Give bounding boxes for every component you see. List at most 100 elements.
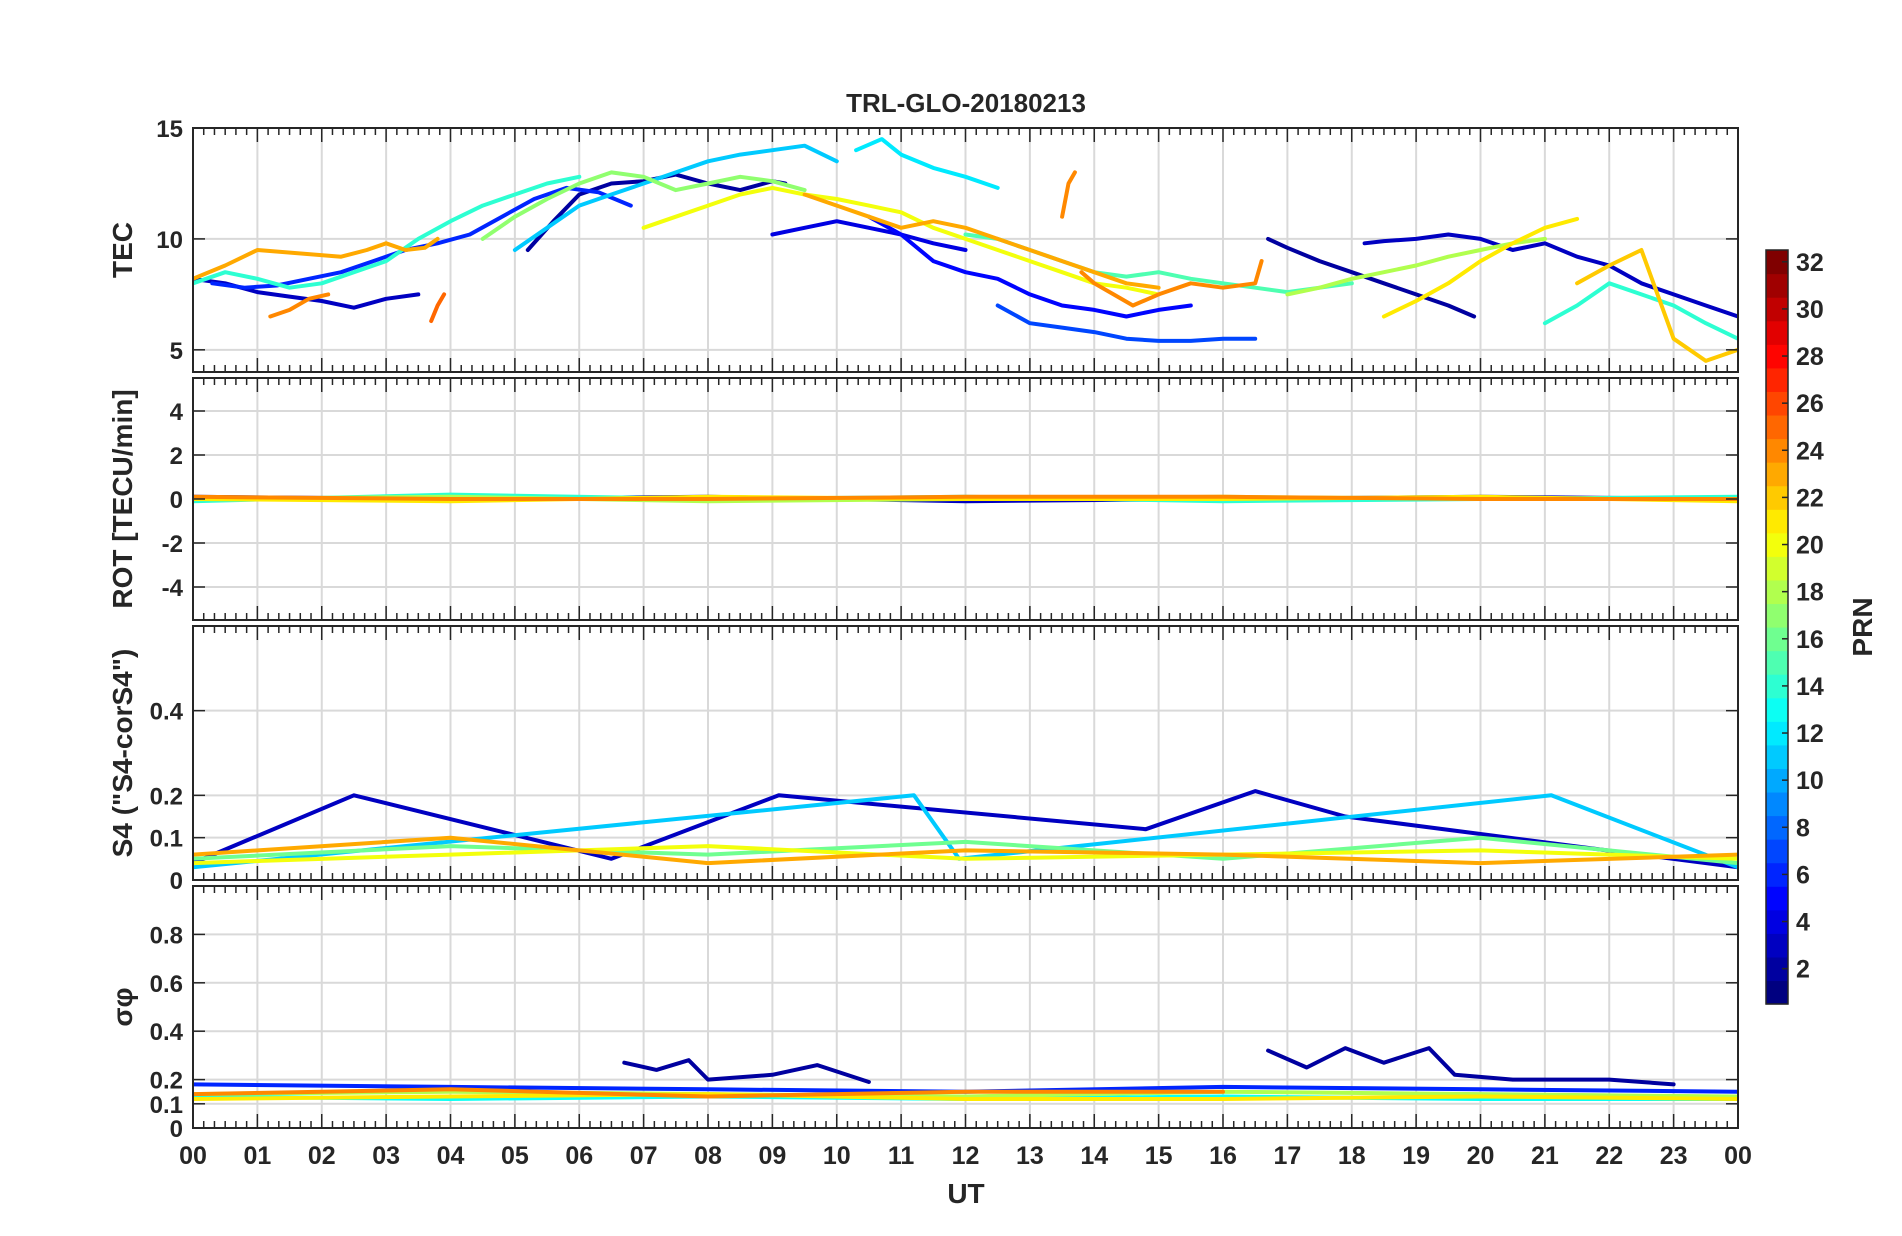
colorbar-tick-label: 14	[1796, 673, 1824, 701]
x-tick-label: 00	[179, 1142, 207, 1170]
series-line-tec-prn-21	[1381, 216, 1580, 319]
colorbar-segment	[1766, 320, 1788, 345]
colorbar-segment	[1766, 438, 1788, 463]
colorbar-segment	[1766, 768, 1788, 793]
colorbar-segment	[1766, 367, 1788, 392]
y-tick-label-rot: -2	[162, 531, 183, 558]
x-tick-label: 09	[758, 1142, 786, 1170]
x-tick-label: 01	[243, 1142, 271, 1170]
y-tick-label-rot: -4	[162, 575, 184, 602]
series-line-tec-prn-22	[1575, 248, 1738, 363]
panel-rot-series	[193, 492, 1738, 504]
panel-s4: 0 0.1 0.2 0.4 S4 ("S4-corS4")	[107, 625, 1739, 895]
colorbar-segment	[1766, 980, 1788, 1005]
series-line-rot-prn-24	[193, 494, 1738, 501]
y-tick-label-tec: 15	[156, 116, 183, 143]
colorbar-segment	[1766, 391, 1788, 416]
series-line-sigma-prn-2	[622, 1058, 871, 1084]
colorbar-segment	[1766, 744, 1788, 769]
series-line-tec-prn-20	[641, 185, 1161, 297]
series-line-tec-prn-23	[802, 192, 1161, 290]
colorbar-tick-label: 20	[1796, 532, 1824, 560]
x-tick-label: 06	[565, 1142, 593, 1170]
series-line-tec-prn-17	[480, 170, 807, 241]
colorbar-segment	[1766, 414, 1788, 440]
colorbar-tick-label: 18	[1796, 579, 1824, 607]
series-line-sigma-prn-24	[193, 1087, 1225, 1099]
colorbar-segment	[1766, 344, 1788, 369]
series-line-s4-prn-23	[193, 835, 1738, 866]
panel-s4-frame	[192, 625, 1739, 881]
x-axis-label: UT	[947, 1178, 984, 1209]
panel-tec-frame	[192, 127, 1739, 373]
series-line-sigma-prn-21	[193, 1092, 1738, 1101]
y-tick-label-tec: 10	[156, 227, 183, 254]
colorbar-tick-label: 10	[1796, 767, 1824, 795]
series-line-tec-prn-24	[1060, 170, 1077, 219]
panel-sigma-frame	[192, 885, 1739, 1129]
colorbar-segment	[1766, 462, 1788, 487]
colorbar-segment	[1766, 697, 1788, 722]
colorbar-tick-label: 8	[1796, 814, 1810, 842]
x-tick-label: 13	[1016, 1142, 1044, 1170]
series-line-tec-prn-23	[193, 236, 440, 281]
colorbar-segment	[1766, 579, 1788, 605]
x-tick-label: 04	[437, 1142, 465, 1170]
x-tick-label: 20	[1467, 1142, 1495, 1170]
x-tick-label: 07	[630, 1142, 658, 1170]
series-line-tec-prn-24	[1079, 259, 1264, 308]
y-tick-label-s4: 0	[170, 868, 183, 895]
series-line-s4-prn-3	[193, 789, 1738, 870]
colorbar-tick-label: 32	[1796, 249, 1824, 277]
x-tick-label: 08	[694, 1142, 722, 1170]
series-line-tec-prn-18	[1285, 236, 1547, 297]
x-tick-label: 03	[372, 1142, 400, 1170]
y-tick-label-rot: 2	[170, 443, 183, 470]
x-tick-label: 12	[952, 1142, 980, 1170]
colorbar-segment	[1766, 862, 1788, 887]
panel-s4-series	[193, 789, 1738, 870]
y-tick-label-s4: 0.1	[150, 826, 183, 853]
colorbar-segment	[1766, 721, 1788, 746]
series-line-tec-prn-2	[1266, 236, 1477, 319]
series-line-rot-prn-21	[193, 494, 1738, 504]
colorbar-segment	[1766, 674, 1788, 699]
colorbar-segment	[1766, 603, 1788, 628]
x-tick-label: 10	[823, 1142, 851, 1170]
colorbar-tick-label: 26	[1796, 390, 1824, 418]
panel-sigma-series	[193, 1046, 1738, 1101]
x-tick-label: 22	[1595, 1142, 1623, 1170]
x-tick-label: 11	[888, 1142, 915, 1170]
y-tick-label-sigma: 0.8	[150, 922, 183, 949]
y-tick-label-sigma: 0.6	[150, 971, 183, 998]
series-line-s4-prn-16	[193, 835, 1738, 866]
series-line-tec-prn-14	[193, 174, 582, 290]
colorbar-segment	[1766, 297, 1788, 322]
x-tick-label: 19	[1402, 1142, 1430, 1170]
colorbar-segment	[1766, 815, 1788, 840]
y-tick-label-sigma: 0.2	[150, 1068, 183, 1095]
x-tick-label: 23	[1660, 1142, 1688, 1170]
y-tick-label-rot: 4	[170, 399, 184, 426]
series-line-sigma-prn-18	[193, 1089, 1738, 1099]
x-tick-label: 16	[1209, 1142, 1237, 1170]
x-tick-label: 05	[501, 1142, 529, 1170]
series-line-tec-prn-14	[1542, 281, 1738, 341]
y-tick-label-s4: 0.2	[150, 783, 183, 810]
y-tick-label-rot: 0	[170, 487, 183, 514]
panel-sigma: 00.10.2 0.4 0.6 0.8 σφ	[107, 885, 1739, 1143]
colorbar-segment	[1766, 839, 1788, 864]
x-tick-label: 15	[1145, 1142, 1173, 1170]
colorbar-tick-label: 24	[1796, 437, 1824, 465]
colorbar-segment	[1766, 532, 1788, 557]
x-axis: 00 01 02 03 04 05 06 07 08 09 10 11 12 13 14 15 16 17 18 19…	[179, 1142, 1752, 1170]
colorbar-segment	[1766, 956, 1788, 982]
colorbar-tick-label: 12	[1796, 720, 1824, 748]
colorbar-segment	[1766, 485, 1788, 510]
y-axis-label-s4: S4 ("S4-corS4")	[107, 649, 138, 858]
y-axis-label-sigma: σφ	[107, 987, 138, 1026]
x-tick-label: 14	[1080, 1142, 1108, 1170]
colorbar-tick-label: 28	[1796, 343, 1824, 371]
